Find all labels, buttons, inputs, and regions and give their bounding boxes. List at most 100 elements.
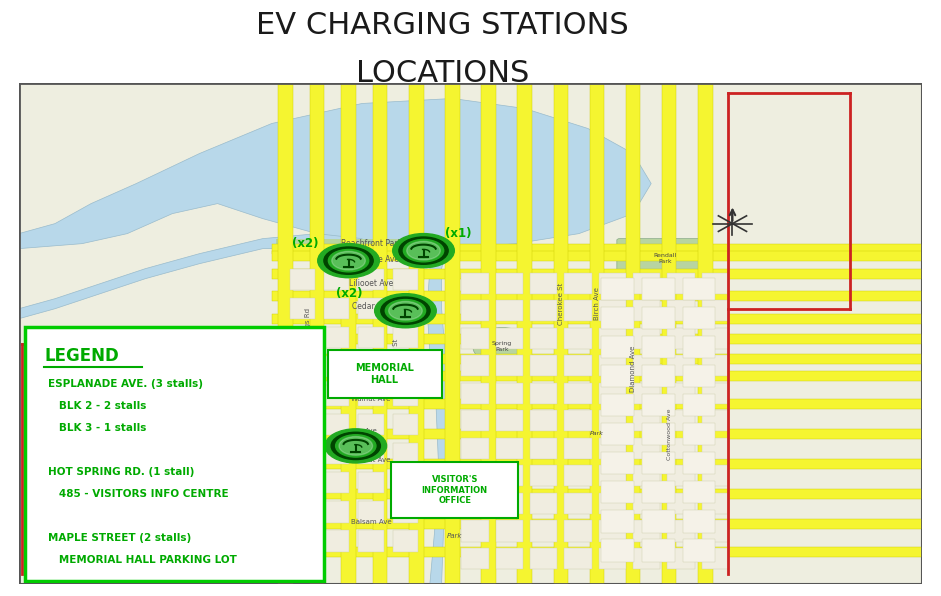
Bar [702,548,729,569]
Bar [324,385,349,406]
Bar [324,327,349,348]
Bar [667,355,694,376]
Bar [667,438,694,459]
Bar [530,328,557,349]
Text: LOCATIONS: LOCATIONS [356,59,529,88]
Bar [461,300,488,321]
Bar [310,83,324,584]
Bar [565,411,592,432]
Ellipse shape [396,378,427,395]
Bar [565,493,592,514]
Bar [598,355,626,376]
Text: MAPLE STREET (2 stalls): MAPLE STREET (2 stalls) [48,533,191,543]
Bar [565,383,592,404]
Bar [461,328,488,349]
Polygon shape [402,254,445,268]
Bar [496,520,523,542]
Bar [633,355,661,376]
Bar [290,472,315,493]
Bar [324,501,349,523]
Bar [272,354,922,364]
Bar [324,269,349,290]
Bar [342,83,356,584]
Bar [702,411,729,432]
Bar [392,327,418,348]
Bar [565,520,592,542]
Text: Balsam Ave: Balsam Ave [351,519,391,524]
Bar [272,371,922,381]
Bar [565,438,592,459]
Bar [702,493,729,514]
Bar [565,548,592,569]
Text: Diamond Ave: Diamond Ave [630,346,636,392]
Bar [392,385,418,406]
Bar [626,83,640,584]
Bar [601,365,634,387]
Bar [601,423,634,445]
Bar [642,394,675,417]
Circle shape [404,240,444,262]
Bar [392,269,418,290]
Text: Walnut Ave: Walnut Ave [351,396,391,402]
Circle shape [392,234,455,268]
Text: EV CHARGING STATIONS: EV CHARGING STATIONS [256,11,629,39]
Bar [496,438,523,459]
Bar [272,269,922,279]
Bar [683,278,715,300]
Circle shape [336,434,376,457]
Bar [601,278,634,300]
Bar [496,411,523,432]
Circle shape [399,237,448,264]
FancyBboxPatch shape [25,327,324,581]
Circle shape [339,437,373,455]
Text: BLK 3 - 1 stalls: BLK 3 - 1 stalls [48,423,146,433]
Text: BLK 2 - 2 stalls: BLK 2 - 2 stalls [48,401,146,411]
Bar [683,452,715,474]
Bar [565,300,592,321]
Bar [461,465,488,486]
Bar [683,423,715,445]
Text: Birch Ave: Birch Ave [594,287,600,320]
Text: Liliooet Ave: Liliooet Ave [349,279,393,288]
Bar [633,383,661,404]
Bar [633,411,661,432]
Bar [373,83,388,584]
Bar [496,493,523,514]
Text: LEGEND: LEGEND [44,347,119,365]
Bar [598,328,626,349]
Circle shape [381,297,430,324]
Bar [290,501,315,523]
Bar [530,493,557,514]
Text: Park: Park [447,532,462,539]
Circle shape [385,300,425,322]
Bar [461,520,488,542]
Bar [633,548,661,569]
Text: ESPLANADE AVE. (3 stalls): ESPLANADE AVE. (3 stalls) [48,379,202,389]
Bar [683,336,715,358]
Bar [359,443,384,464]
Circle shape [328,250,369,272]
Bar [324,472,349,493]
Bar [290,443,315,464]
Bar [409,83,423,584]
Text: Ave: Ave [365,429,377,434]
Circle shape [332,252,365,270]
Text: Hot Springs Rd: Hot Springs Rd [305,308,311,360]
FancyBboxPatch shape [617,238,712,278]
Bar [279,83,293,584]
Bar [324,298,349,319]
Bar [601,394,634,417]
Bar [598,493,626,514]
Bar [277,239,435,250]
Bar [633,300,661,321]
Bar [601,336,634,358]
Bar [642,423,675,445]
Bar [392,472,418,493]
Bar [601,481,634,504]
Bar [496,273,523,294]
Text: Park: Park [406,384,418,389]
Bar [272,459,922,469]
Bar [461,355,488,376]
Bar [290,356,315,377]
Bar [324,414,349,436]
